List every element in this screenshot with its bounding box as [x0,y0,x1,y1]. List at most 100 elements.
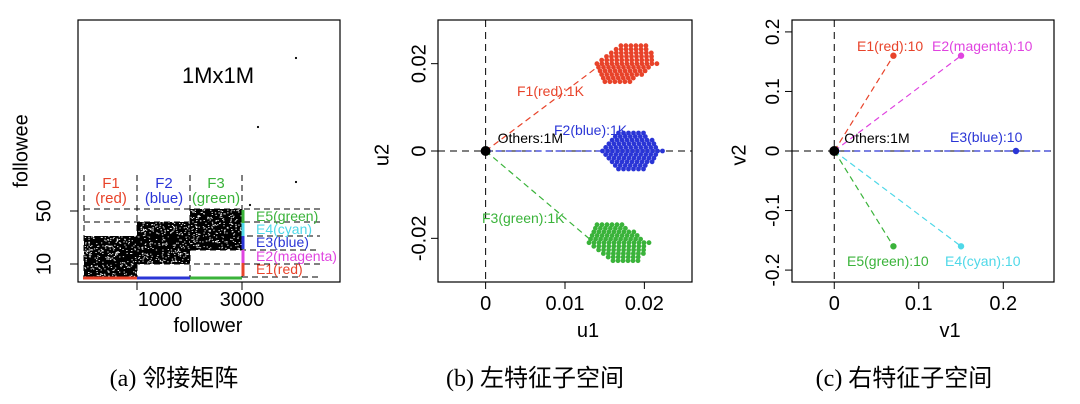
edge-label: E3(blue) [256,234,309,250]
block-speck [124,238,126,240]
block-speck [181,253,183,255]
block-speck [207,216,209,218]
data-point [597,68,603,74]
data-point [633,145,639,150]
block-speck [86,252,88,254]
block-speck [229,249,231,251]
block-speck [114,267,117,269]
block-speck [187,246,189,248]
y-axis-label: followee [10,114,32,187]
block-speck [200,212,202,213]
block-speck [143,230,145,231]
data-point [624,57,630,63]
block-speck [133,275,136,277]
block-speck [137,246,139,248]
block-speck [182,245,184,247]
block-speck [212,241,214,242]
data-point [631,64,636,70]
block-speck [101,242,103,244]
data-point [1012,147,1020,155]
block-speck [191,218,193,219]
block-speck [85,259,87,260]
block-speck [174,258,177,260]
y-tick-label: 50 [33,200,55,222]
block-speck [142,224,144,226]
data-point [636,64,641,70]
block-speck [116,240,119,241]
block-speck [157,255,159,256]
block-speck [183,247,185,249]
block-speck [88,241,90,243]
block-speck [205,222,207,224]
block-speck [215,241,217,243]
block-speck [107,258,109,260]
data-point [611,64,616,70]
caption: (a) 邻接矩阵 [110,365,239,392]
block-speck [126,266,129,268]
data-point [623,50,629,56]
block-speck [118,239,121,240]
block-speck [221,236,223,237]
block-speck [223,220,225,222]
block-speck [115,252,117,254]
data-point [614,61,620,67]
data-point [626,141,632,147]
block-speck [235,228,237,230]
block-speck [206,246,208,248]
block-speck [145,229,148,231]
block-speck [217,219,219,221]
data-point [611,247,616,253]
block-speck [218,210,220,211]
block-speck [117,246,119,248]
data-point [629,137,635,143]
block-speck [155,259,157,260]
block-speck [131,274,133,276]
block-speck [238,242,241,244]
block-speck [198,244,200,246]
block-speck [145,243,147,245]
data-point [642,68,648,74]
block-speck [146,256,148,258]
data-point [957,52,965,59]
block-speck [141,248,143,250]
data-point [624,72,630,77]
block-speck [107,256,109,258]
data-point [622,68,628,74]
data-point [626,229,632,235]
edge-label: E5(green) [256,208,318,224]
block-speck [122,262,124,264]
block-speck [124,244,126,246]
data-point [635,254,641,260]
data-point [626,130,631,136]
block-speck [138,230,140,232]
data-point [594,61,600,67]
data-point [605,75,611,81]
block-speck [174,254,176,255]
block-speck [109,246,111,248]
block-speck [213,229,215,231]
block-speck [203,232,205,234]
data-point [639,54,644,59]
block-speck [85,251,88,253]
block-speck [179,233,181,235]
block-speck [222,219,224,220]
data-point [610,148,615,154]
block-speck [144,234,146,236]
block-speck [100,273,102,275]
block-speck [128,243,130,245]
data-point [604,72,610,77]
data-point [611,229,617,235]
block-speck [149,229,152,230]
data-point [618,152,624,158]
data-point [617,163,623,168]
block-speck [119,242,122,244]
block-speck [145,247,147,248]
block-speck [232,240,235,242]
block-speck [172,226,175,227]
data-point [631,243,637,249]
data-point [609,54,614,59]
block-speck [171,231,173,233]
block-speck [159,259,162,261]
block-speck [182,223,184,225]
block-speck [223,223,225,224]
